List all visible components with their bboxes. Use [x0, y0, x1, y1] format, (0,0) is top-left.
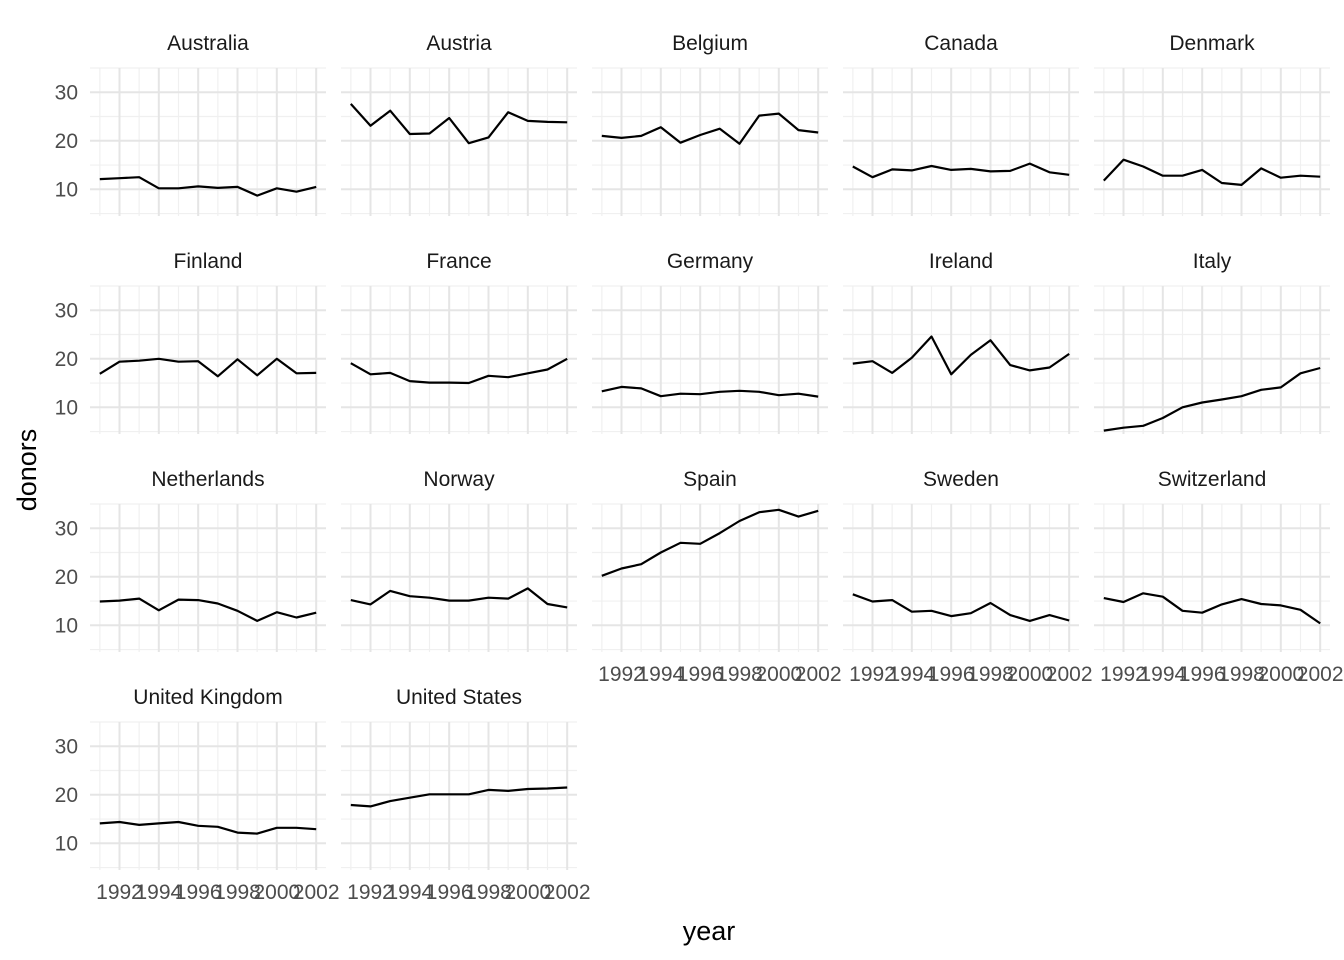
series-line	[601, 112, 819, 145]
y-tick-label: 30	[55, 299, 78, 322]
x-tick-label: 1996	[677, 663, 724, 686]
series-line	[852, 593, 1070, 623]
series-line	[601, 385, 819, 398]
facet-panel: Ireland	[843, 250, 1079, 434]
facet-title: Denmark	[1169, 32, 1255, 55]
series-line	[350, 587, 568, 609]
series-line	[350, 357, 568, 385]
facet-title: Spain	[683, 468, 737, 491]
series-line	[852, 335, 1070, 376]
x-tick-label: 1994	[135, 881, 182, 904]
y-tick-label: 20	[55, 348, 78, 371]
series-line	[349, 103, 568, 145]
x-tick-label: 1994	[1139, 663, 1186, 686]
y-tick-label: 30	[55, 517, 78, 540]
facet-panel: Finland 10 20 30	[55, 250, 326, 434]
facet-panel: Canada	[843, 32, 1079, 216]
facet-title: Norway	[423, 468, 495, 491]
facet-panel: Norway	[341, 468, 577, 652]
series-line	[1103, 366, 1321, 432]
y-tick-label: 10	[55, 832, 78, 855]
x-tick-label: 1996	[426, 881, 473, 904]
y-tick-label: 20	[55, 130, 78, 153]
y-tick-label: 20	[55, 784, 78, 807]
x-tick-label: 2000	[504, 881, 551, 904]
facet-title: Australia	[167, 32, 249, 55]
x-tick-label: 1994	[637, 663, 684, 686]
y-tick-label: 10	[55, 396, 78, 419]
x-tick-label: 1992	[598, 663, 645, 686]
x-tick-label: 1992	[96, 881, 143, 904]
x-tick-label: 2002	[1297, 663, 1344, 686]
y-tick-label: 30	[55, 81, 78, 104]
x-tick-label: 2000	[1006, 663, 1053, 686]
facet-title: United States	[396, 686, 522, 709]
x-tick-label: 2002	[544, 881, 591, 904]
facet-title: Canada	[924, 32, 998, 55]
y-tick-label: 10	[55, 614, 78, 637]
series-line	[99, 820, 317, 835]
y-axis-title: donors	[12, 429, 42, 512]
series-line	[601, 508, 819, 577]
facet-title: Sweden	[923, 468, 999, 491]
facet-panel: Belgium	[592, 32, 828, 216]
series-line	[99, 357, 317, 378]
series-line	[99, 176, 317, 197]
facet-title: Switzerland	[1158, 468, 1267, 491]
facet-title: France	[426, 250, 491, 273]
facet-panel: United Kingdom 10 20 30 19921994199619982000…	[55, 686, 340, 904]
x-tick-label: 1998	[967, 663, 1014, 686]
facet-title: Belgium	[672, 32, 748, 55]
facet-panel: Australia 10 20 30	[55, 32, 326, 216]
x-tick-label: 1992	[347, 881, 394, 904]
series-line	[1102, 158, 1321, 186]
x-tick-label: 1996	[175, 881, 222, 904]
y-tick-label: 30	[55, 735, 78, 758]
x-tick-label: 2000	[1257, 663, 1304, 686]
x-tick-label: 1998	[214, 881, 261, 904]
facet-panel: Netherlands 10 20 30	[55, 468, 326, 652]
facet-title: Italy	[1193, 250, 1232, 273]
series-line	[852, 162, 1070, 179]
x-tick-label: 1998	[716, 663, 763, 686]
facet-panel: Germany	[592, 250, 828, 434]
x-tick-label: 2000	[755, 663, 802, 686]
x-tick-label: 2002	[1046, 663, 1093, 686]
x-tick-label: 1994	[386, 881, 433, 904]
facet-title: Germany	[667, 250, 754, 273]
x-tick-label: 1998	[465, 881, 512, 904]
x-axis-title: year	[683, 916, 736, 946]
facet-title: Netherlands	[151, 468, 264, 491]
series-line	[350, 786, 568, 808]
x-tick-label: 1992	[1100, 663, 1147, 686]
x-tick-label: 1992	[849, 663, 896, 686]
facet-title: Austria	[426, 32, 492, 55]
x-tick-label: 1994	[888, 663, 935, 686]
facet-panel: Austria	[341, 32, 577, 216]
x-tick-label: 2000	[253, 881, 300, 904]
facet-title: Ireland	[929, 250, 993, 273]
x-tick-label: 1996	[1179, 663, 1226, 686]
x-tick-label: 1998	[1218, 663, 1265, 686]
facet-panel: France	[341, 250, 577, 434]
facet-title: United Kingdom	[133, 686, 282, 709]
facet-panel: Italy	[1094, 250, 1330, 434]
x-tick-label: 1996	[928, 663, 975, 686]
x-tick-label: 2002	[795, 663, 842, 686]
x-tick-label: 2002	[293, 881, 340, 904]
facet-panels: Australia 10 20 30 Austria Belgium Canada Denma…	[55, 32, 1344, 904]
facet-title: Finland	[174, 250, 243, 273]
y-tick-label: 10	[55, 178, 78, 201]
y-tick-label: 20	[55, 566, 78, 589]
facet-panel: Denmark	[1094, 32, 1330, 216]
series-line	[1103, 592, 1321, 625]
series-line	[99, 597, 317, 623]
